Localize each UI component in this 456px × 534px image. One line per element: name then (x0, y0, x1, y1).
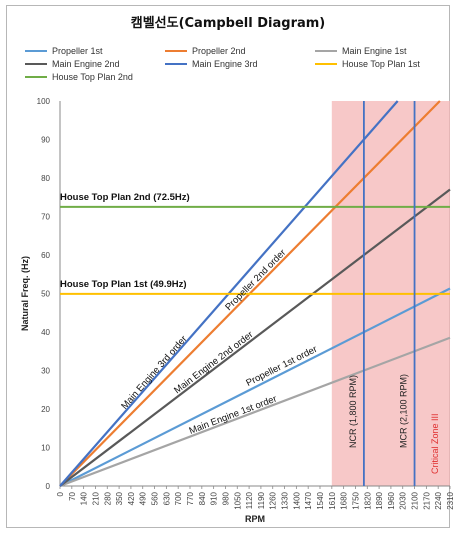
legend-item-main-engine-1st: Main Engine 1st (315, 45, 407, 57)
y-tick-label: 20 (41, 405, 50, 414)
x-tick-label: 1750 (351, 491, 360, 509)
y-tick-label: 70 (41, 213, 50, 222)
x-tick-label: 1890 (375, 491, 384, 509)
legend-item-main-engine-3rd: Main Engine 3rd (165, 58, 258, 70)
legend: Propeller 1st Propeller 2nd Main Engine 1s… (25, 45, 445, 85)
series-annotation: Propeller 1st order (244, 344, 319, 389)
x-tick-label: 1470 (304, 491, 313, 509)
legend-swatch (165, 50, 187, 52)
legend-label: Main Engine 1st (342, 46, 407, 56)
legend-label: Main Engine 2nd (52, 59, 120, 69)
y-tick-label: 60 (41, 251, 50, 260)
x-tick-label: 0 (56, 491, 65, 496)
legend-item-propeller-2nd: Propeller 2nd (165, 45, 246, 57)
y-tick-label: 10 (41, 444, 50, 453)
x-tick-label: 140 (80, 491, 89, 505)
series-annotation: Propeller 2nd order (223, 247, 288, 313)
x-tick-label: 210 (91, 491, 100, 505)
y-tick-label: 40 (41, 328, 50, 337)
legend-swatch (25, 63, 47, 65)
legend-item-propeller-1st: Propeller 1st (25, 45, 103, 57)
legend-item-main-engine-2nd: Main Engine 2nd (25, 58, 120, 70)
x-tick-label: 560 (151, 491, 160, 505)
legend-swatch (25, 50, 47, 52)
vline-label: MCR (2,100 RPM) (399, 374, 409, 448)
x-tick-label: 1960 (387, 491, 396, 509)
y-tick-label: 80 (41, 174, 50, 183)
vline-label: NCR (1,800 RPM) (348, 375, 358, 448)
y-axis-title: Natural Freq. (Hz) (20, 256, 30, 331)
x-tick-label: 2310 (446, 491, 455, 509)
x-tick-label: 280 (103, 491, 112, 505)
x-tick-label: 1540 (316, 491, 325, 509)
legend-swatch (25, 76, 47, 78)
x-tick-label: 1260 (269, 491, 278, 509)
legend-swatch (315, 50, 337, 52)
x-tick-label: 840 (198, 491, 207, 505)
legend-label: House Top Plan 1st (342, 59, 420, 69)
legend-swatch (165, 63, 187, 65)
x-tick-label: 2030 (399, 491, 408, 509)
x-tick-label: 910 (210, 491, 219, 505)
x-tick-label: 1820 (363, 491, 372, 509)
series-line-main-engine-1st (59, 336, 451, 488)
x-tick-label: 490 (139, 491, 148, 505)
y-tick-label: 0 (46, 482, 51, 491)
x-tick-label: 630 (162, 491, 171, 505)
y-tick-label: 90 (41, 136, 50, 145)
critical-zone-label: Critical Zone III (430, 413, 440, 474)
chart-title: 캠벨선도(Campbell Diagram) (130, 16, 326, 31)
x-tick-label: 770 (186, 491, 195, 505)
x-tick-label: 2100 (411, 491, 420, 509)
x-tick-label: 2240 (434, 491, 443, 509)
x-tick-label: 420 (127, 491, 136, 505)
x-tick-label: 350 (115, 491, 124, 505)
hline-label: House Top Plan 2nd (72.5Hz) (60, 192, 190, 203)
x-tick-label: 2170 (422, 491, 431, 509)
legend-label: Propeller 2nd (192, 46, 246, 56)
legend-swatch (315, 63, 337, 65)
x-tick-label: 1120 (245, 491, 254, 509)
x-tick-label: 70 (68, 491, 77, 500)
y-tick-label: 30 (41, 367, 50, 376)
x-tick-label: 1610 (328, 491, 337, 509)
legend-label: Propeller 1st (52, 46, 103, 56)
x-tick-label: 1680 (340, 491, 349, 509)
x-tick-label: 700 (174, 491, 183, 505)
x-tick-label: 1400 (292, 491, 301, 509)
x-tick-label: 1330 (281, 491, 290, 509)
legend-item-house-top-plan-2nd: House Top Plan 2nd (25, 71, 133, 83)
x-axis-title: RPM (245, 514, 265, 524)
legend-item-house-top-plan-1st: House Top Plan 1st (315, 58, 420, 70)
x-tick-label: 1190 (257, 491, 266, 509)
series-line-main-engine-2nd (59, 188, 451, 487)
legend-label: House Top Plan 2nd (52, 72, 133, 82)
series-annotation: Main Engine 3rd order (119, 334, 189, 412)
hline-label: House Top Plan 1st (49.9Hz) (60, 279, 187, 290)
y-tick-label: 100 (37, 97, 51, 106)
legend-label: Main Engine 3rd (192, 59, 258, 69)
x-tick-label: 1050 (233, 491, 242, 509)
x-tick-label: 980 (221, 491, 230, 505)
series-line-propeller-1st (59, 287, 451, 487)
y-tick-label: 50 (41, 290, 50, 299)
